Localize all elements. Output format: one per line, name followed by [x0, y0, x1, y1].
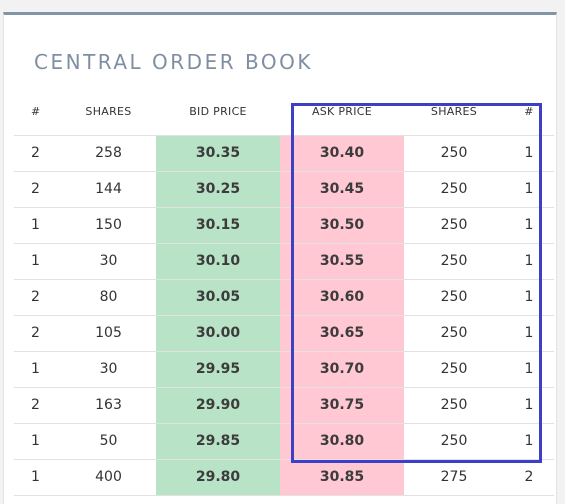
bid-count-cell: 1	[14, 351, 61, 388]
bid-shares-cell: 50	[61, 423, 156, 460]
ask-price-cell: 30.70	[280, 351, 404, 388]
ask-shares-cell: 250	[404, 243, 504, 280]
bid-shares-cell: 105	[61, 315, 156, 352]
ask-count-cell: 1	[504, 351, 554, 388]
bid-count-cell: 2	[14, 387, 61, 424]
ask-price-cell: 30.60	[280, 279, 404, 316]
bid-price-cell: 30.10	[156, 243, 280, 280]
ask-count-cell: 1	[504, 387, 554, 424]
ask-shares-cell: 275	[404, 459, 504, 496]
bid-shares-cell: 144	[61, 171, 156, 208]
ask-count-cell: 1	[504, 135, 554, 172]
table-row[interactable]: 1 30 30.10 30.55 250 1	[14, 243, 554, 280]
ask-shares-cell: 250	[404, 387, 504, 424]
ask-price-cell: 30.85	[280, 459, 404, 496]
ask-shares-cell: 250	[404, 135, 504, 172]
ask-price-cell: 30.50	[280, 207, 404, 244]
table-row[interactable]: 2 80 30.05 30.60 250 1	[14, 279, 554, 316]
header-bid-shares[interactable]: SHARES	[61, 88, 156, 136]
header-bid-price[interactable]: BID PRICE	[156, 88, 280, 136]
bid-price-cell: 29.90	[156, 387, 280, 424]
page-title: CENTRAL ORDER BOOK	[34, 50, 313, 74]
bid-count-cell: 2	[14, 171, 61, 208]
bid-count-cell: 2	[14, 315, 61, 352]
bid-count-cell: 2	[14, 135, 61, 172]
bid-price-cell: 29.80	[156, 459, 280, 496]
bid-shares-cell: 150	[61, 207, 156, 244]
bid-count-cell: 1	[14, 459, 61, 496]
bid-price-cell: 30.00	[156, 315, 280, 352]
table-header-row: # SHARES BID PRICE ASK PRICE SHARES #	[14, 88, 554, 136]
ask-price-cell: 30.40	[280, 135, 404, 172]
ask-price-cell: 30.45	[280, 171, 404, 208]
bid-shares-cell: 30	[61, 351, 156, 388]
bid-count-cell: 1	[14, 423, 61, 460]
ask-price-cell: 30.55	[280, 243, 404, 280]
ask-count-cell: 1	[504, 207, 554, 244]
bid-price-cell: 29.95	[156, 351, 280, 388]
bid-shares-cell: 258	[61, 135, 156, 172]
ask-shares-cell: 250	[404, 351, 504, 388]
bid-shares-cell: 163	[61, 387, 156, 424]
ask-count-cell: 2	[504, 459, 554, 496]
bid-shares-cell: 30	[61, 243, 156, 280]
table-row[interactable]: 2 258 30.35 30.40 250 1	[14, 135, 554, 172]
header-ask-price[interactable]: ASK PRICE	[280, 88, 404, 136]
table-row[interactable]: 2 144 30.25 30.45 250 1	[14, 171, 554, 208]
ask-count-cell: 1	[504, 171, 554, 208]
bid-price-cell: 30.35	[156, 135, 280, 172]
ask-price-cell: 30.75	[280, 387, 404, 424]
ask-shares-cell: 250	[404, 279, 504, 316]
bid-shares-cell: 80	[61, 279, 156, 316]
bid-price-cell: 29.85	[156, 423, 280, 460]
table-row[interactable]: 1 30 29.95 30.70 250 1	[14, 351, 554, 388]
table-row[interactable]: 2 105 30.00 30.65 250 1	[14, 315, 554, 352]
bid-price-cell: 30.15	[156, 207, 280, 244]
ask-shares-cell: 250	[404, 315, 504, 352]
ask-price-cell: 30.65	[280, 315, 404, 352]
bid-count-cell: 1	[14, 207, 61, 244]
header-ask-count[interactable]: #	[504, 88, 554, 136]
ask-count-cell: 1	[504, 423, 554, 460]
bid-price-cell: 30.25	[156, 171, 280, 208]
ask-count-cell: 1	[504, 315, 554, 352]
ask-shares-cell: 250	[404, 171, 504, 208]
header-bid-count[interactable]: #	[14, 88, 61, 136]
table-row[interactable]: 1 150 30.15 30.50 250 1	[14, 207, 554, 244]
bid-count-cell: 2	[14, 279, 61, 316]
table-row[interactable]: 1 50 29.85 30.80 250 1	[14, 423, 554, 460]
ask-count-cell: 1	[504, 243, 554, 280]
header-ask-shares[interactable]: SHARES	[404, 88, 504, 136]
bid-count-cell: 1	[14, 243, 61, 280]
table-row[interactable]: 2 163 29.90 30.75 250 1	[14, 387, 554, 424]
bid-price-cell: 30.05	[156, 279, 280, 316]
table-row[interactable]: 1 400 29.80 30.85 275 2	[14, 459, 554, 496]
bid-shares-cell: 400	[61, 459, 156, 496]
ask-shares-cell: 250	[404, 207, 504, 244]
ask-price-cell: 30.80	[280, 423, 404, 460]
ask-shares-cell: 250	[404, 423, 504, 460]
ask-count-cell: 1	[504, 279, 554, 316]
